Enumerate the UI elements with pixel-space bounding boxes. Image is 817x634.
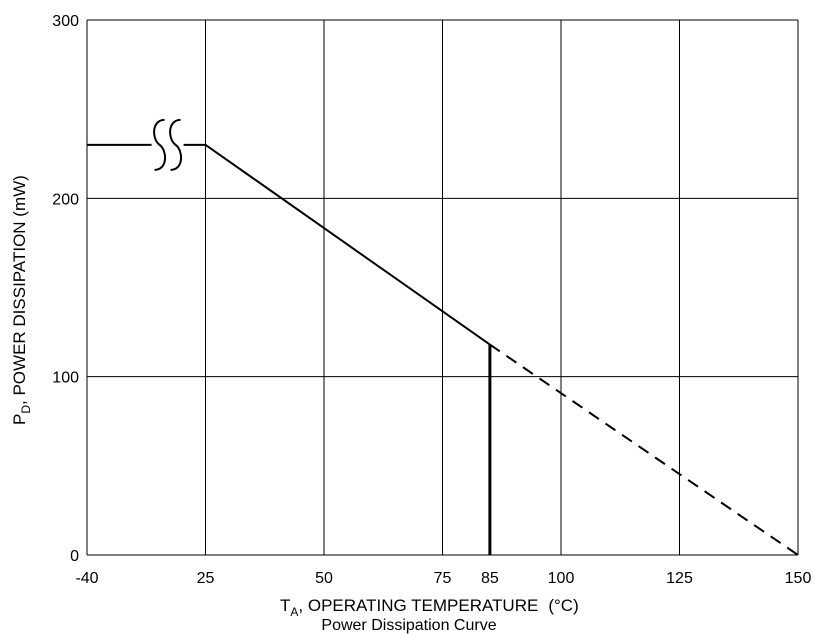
chart-title: Power Dissipation Curve	[321, 617, 496, 634]
axis-break-symbol	[151, 118, 184, 171]
x-tick-label--40: -40	[75, 570, 98, 587]
x-tick-label-125: 125	[666, 570, 693, 587]
x-tick-label-100: 100	[548, 570, 575, 587]
y-tick-label-300: 300	[52, 13, 79, 30]
grid-lines	[86, 19, 799, 556]
tick-labels: -40 25 50 75 85 100 125 150 0 100 200 300	[52, 13, 811, 587]
y-axis-label: PD, POWER DISSIPATION (mW)	[10, 175, 33, 425]
y-tick-label-100: 100	[52, 370, 79, 387]
y-tick-label-200: 200	[52, 191, 79, 208]
x-axis-label: TA, OPERATING TEMPERATURE (°C)	[280, 596, 579, 619]
x-tick-label-50: 50	[315, 570, 333, 587]
series-group	[87, 118, 799, 556]
x-tick-label-75: 75	[434, 570, 452, 587]
axis-break-curve-0	[153, 118, 166, 171]
axis-break-curve-1	[169, 118, 182, 171]
series-line-dashed	[489, 343, 799, 556]
x-tick-label-25: 25	[197, 570, 215, 587]
x-tick-label-150: 150	[785, 570, 812, 587]
y-tick-label-0: 0	[70, 548, 79, 565]
x-tick-label-85: 85	[481, 570, 499, 587]
series-line-solid	[87, 143, 491, 346]
